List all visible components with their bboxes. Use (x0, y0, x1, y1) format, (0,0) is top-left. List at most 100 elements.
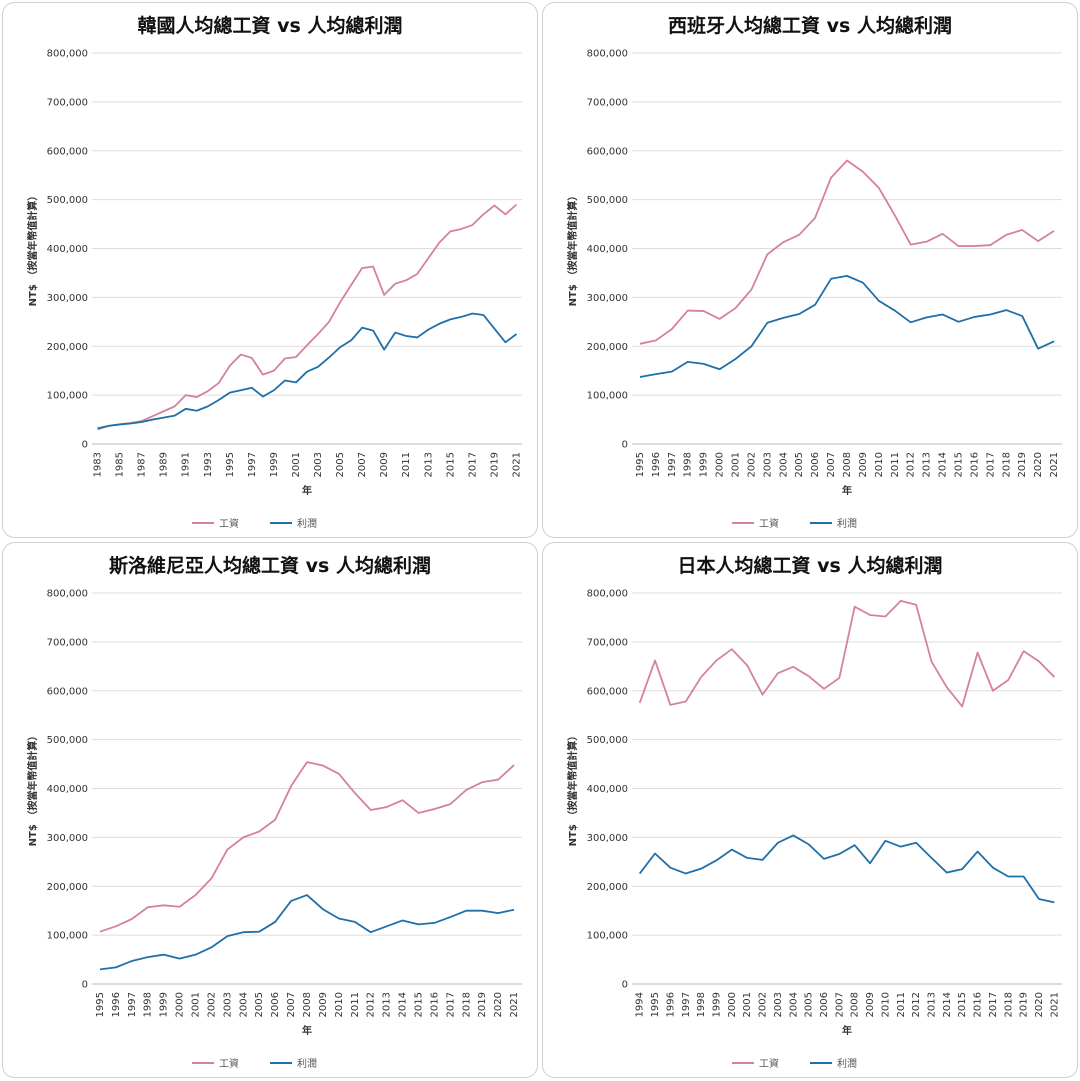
x-tick-label: 2020 (1034, 992, 1045, 1017)
legend-label: 利潤 (837, 1058, 857, 1070)
y-axis-label: NT$ （按當年幣值計算） (566, 731, 579, 847)
x-tick-label: 1999 (699, 452, 710, 477)
y-tick-label: 500,000 (47, 735, 88, 746)
y-tick-label: 800,000 (587, 49, 628, 60)
x-tick-label: 1997 (127, 992, 138, 1017)
chart-panel: 韓國人均總工資 vs 人均總利潤 0 100,000 200,000 300,000 40… (2, 2, 538, 538)
y-tick-label: 200,000 (587, 882, 628, 893)
data-line (99, 894, 515, 971)
panel-border (2, 542, 538, 1078)
x-tick-label: 2013 (382, 992, 393, 1017)
y-tick-label: 100,000 (587, 931, 628, 942)
x-tick-label: 2008 (842, 452, 853, 477)
x-tick-label: 2003 (773, 992, 784, 1017)
x-tick-label: 2007 (834, 992, 845, 1017)
y-tick-label: 800,000 (47, 49, 88, 60)
chart-title: 西班牙人均總工資 vs 人均總利潤 (668, 14, 952, 37)
x-tick-label: 2009 (865, 992, 876, 1017)
y-tick-label: 600,000 (47, 146, 88, 157)
x-tick-label: 2007 (826, 452, 837, 477)
x-tick-label: 2013 (926, 992, 937, 1017)
x-tick-label: 2010 (874, 452, 885, 477)
y-tick-label: 400,000 (587, 244, 628, 255)
x-tick-label: 2020 (493, 992, 504, 1017)
y-tick-label: 600,000 (587, 686, 628, 697)
x-tick-label: 2017 (988, 992, 999, 1017)
x-tick-label: 2002 (206, 992, 217, 1017)
x-tick-label: 2017 (467, 452, 478, 477)
x-axis-label: 年 (842, 1024, 852, 1037)
x-tick-label: 1989 (159, 452, 170, 477)
x-tick-label: 2008 (302, 992, 313, 1017)
x-tick-label: 2018 (1001, 452, 1012, 477)
x-tick-label: 2016 (429, 992, 440, 1017)
y-tick-label: 700,000 (47, 637, 88, 648)
x-tick-label: 2005 (335, 452, 346, 477)
x-tick-label: 1991 (181, 452, 192, 477)
x-tick-label: 2001 (291, 452, 302, 477)
x-tick-label: 2009 (379, 452, 390, 477)
data-line (99, 761, 515, 933)
y-tick-label: 100,000 (47, 931, 88, 942)
y-tick-label: 100,000 (47, 391, 88, 402)
x-axis-label: 年 (302, 1024, 312, 1037)
x-tick-label: 1999 (269, 452, 280, 477)
legend-label: 利潤 (297, 1058, 317, 1070)
x-tick-label: 1997 (667, 452, 678, 477)
chart-title: 斯洛維尼亞人均總工資 vs 人均總利潤 (109, 554, 431, 577)
data-line (638, 599, 1055, 708)
y-tick-label: 500,000 (47, 195, 88, 206)
y-tick-label: 600,000 (587, 146, 628, 157)
x-tick-label: 2015 (957, 992, 968, 1017)
x-tick-label: 2021 (509, 992, 520, 1017)
x-tick-label: 2009 (858, 452, 869, 477)
data-line (97, 312, 518, 430)
x-tick-label: 2003 (222, 992, 233, 1017)
y-tick-label: 600,000 (47, 686, 88, 697)
x-tick-label: 2001 (742, 992, 753, 1017)
x-tick-label: 2001 (731, 452, 742, 477)
x-tick-label: 2007 (286, 992, 297, 1017)
x-tick-label: 1995 (635, 452, 646, 477)
x-tick-label: 1996 (111, 992, 122, 1017)
x-tick-label: 2021 (1049, 452, 1060, 477)
x-tick-label: 2005 (804, 992, 815, 1017)
y-tick-label: 300,000 (47, 833, 88, 844)
data-line (97, 203, 518, 431)
y-tick-label: 0 (622, 440, 628, 451)
chart-title: 韓國人均總工資 vs 人均總利潤 (138, 14, 403, 37)
x-tick-label: 1993 (203, 452, 214, 477)
y-tick-label: 400,000 (47, 784, 88, 795)
data-line (638, 834, 1055, 904)
y-tick-label: 300,000 (587, 293, 628, 304)
y-axis-label: NT$ （按當年幣值計算） (26, 731, 39, 847)
panel-border (542, 2, 1078, 538)
x-tick-label: 2019 (477, 992, 488, 1017)
x-tick-label: 2020 (1033, 452, 1044, 477)
legend-label: 利潤 (837, 518, 857, 530)
x-tick-label: 2011 (350, 992, 361, 1017)
x-tick-label: 1999 (159, 992, 170, 1017)
legend-label: 利潤 (297, 518, 317, 530)
x-tick-label: 1999 (711, 992, 722, 1017)
y-tick-label: 700,000 (47, 97, 88, 108)
x-tick-label: 2004 (788, 992, 799, 1017)
x-tick-label: 2003 (313, 452, 324, 477)
x-tick-label: 2011 (896, 992, 907, 1017)
y-tick-label: 200,000 (47, 882, 88, 893)
chart-title: 日本人均總工資 vs 人均總利潤 (678, 554, 943, 577)
y-tick-label: 0 (622, 980, 628, 991)
x-tick-label: 1996 (651, 452, 662, 477)
x-tick-label: 2006 (819, 992, 830, 1017)
x-tick-label: 1983 (93, 452, 104, 477)
x-tick-label: 2012 (906, 452, 917, 477)
x-tick-label: 2013 (423, 452, 434, 477)
y-tick-label: 700,000 (587, 637, 628, 648)
y-tick-label: 700,000 (587, 97, 628, 108)
chart-panel: 斯洛維尼亞人均總工資 vs 人均總利潤 0 100,000 200,000 300,00… (2, 542, 538, 1078)
x-tick-label: 2012 (366, 992, 377, 1017)
y-tick-label: 800,000 (47, 589, 88, 600)
y-tick-label: 300,000 (47, 293, 88, 304)
x-tick-label: 2019 (489, 452, 500, 477)
